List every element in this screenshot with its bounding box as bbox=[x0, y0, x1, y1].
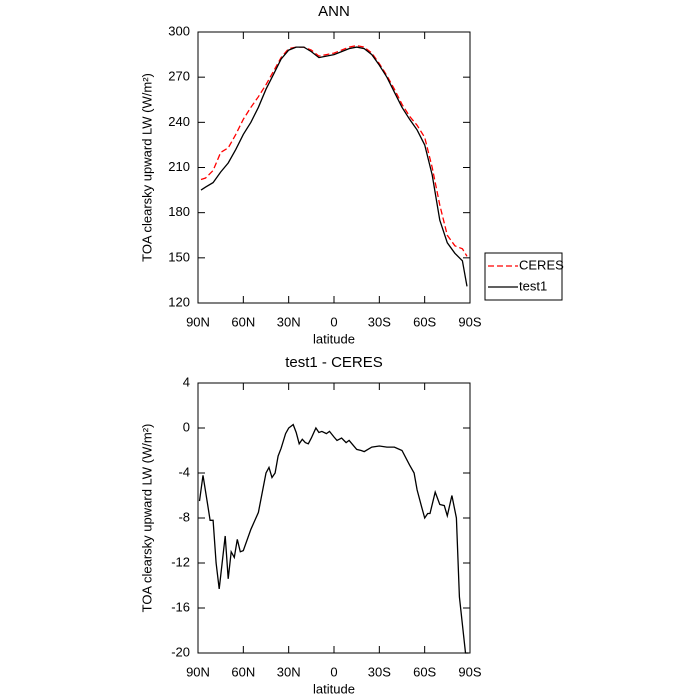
x-tick-label: 90S bbox=[458, 314, 481, 329]
y-tick-label: 120 bbox=[168, 294, 190, 309]
y-tick-label: 4 bbox=[183, 374, 190, 389]
plot-frame bbox=[197, 31, 471, 304]
data-line bbox=[198, 423, 469, 654]
x-tick-label: 0 bbox=[330, 314, 337, 329]
y-axis-label: TOA clearsky upward LW (W/m²) bbox=[139, 73, 154, 262]
y-tick-label: -20 bbox=[171, 644, 190, 659]
x-tick-label: 90N bbox=[186, 664, 210, 679]
x-tick-label: 0 bbox=[330, 664, 337, 679]
data-line bbox=[200, 44, 468, 257]
y-tick-label: 150 bbox=[168, 249, 190, 264]
x-tick-label: 30N bbox=[277, 664, 301, 679]
y-tick-label: -8 bbox=[178, 509, 190, 524]
x-tick-label: 60N bbox=[231, 664, 255, 679]
x-tick-label: 60N bbox=[231, 314, 255, 329]
y-tick-label: -12 bbox=[171, 554, 190, 569]
chart-title: test1 - CERES bbox=[285, 354, 383, 371]
x-axis-label: latitude bbox=[313, 681, 355, 696]
data-line bbox=[200, 46, 468, 287]
plot-frame bbox=[197, 382, 471, 654]
legend-label: test1 bbox=[519, 278, 547, 293]
x-tick-label: 90N bbox=[186, 314, 210, 329]
chart-title: ANN bbox=[318, 3, 350, 20]
y-tick-label: 300 bbox=[168, 23, 190, 38]
x-tick-label: 30S bbox=[368, 664, 391, 679]
legend-box bbox=[484, 252, 563, 301]
x-tick-label: 90S bbox=[458, 664, 481, 679]
y-tick-label: 210 bbox=[168, 159, 190, 174]
x-tick-label: 60S bbox=[413, 664, 436, 679]
y-tick-label: 0 bbox=[183, 419, 190, 434]
x-tick-label: 30N bbox=[277, 314, 301, 329]
y-tick-label: 270 bbox=[168, 69, 190, 84]
y-axis-label: TOA clearsky upward LW (W/m²) bbox=[139, 424, 154, 613]
legend-label: CERES bbox=[519, 257, 564, 272]
x-tick-label: 60S bbox=[413, 314, 436, 329]
y-tick-label: -4 bbox=[178, 464, 190, 479]
y-tick-label: 180 bbox=[168, 204, 190, 219]
y-tick-label: -16 bbox=[171, 599, 190, 614]
x-tick-label: 30S bbox=[368, 314, 391, 329]
y-tick-label: 240 bbox=[168, 114, 190, 129]
x-axis-label: latitude bbox=[313, 331, 355, 346]
